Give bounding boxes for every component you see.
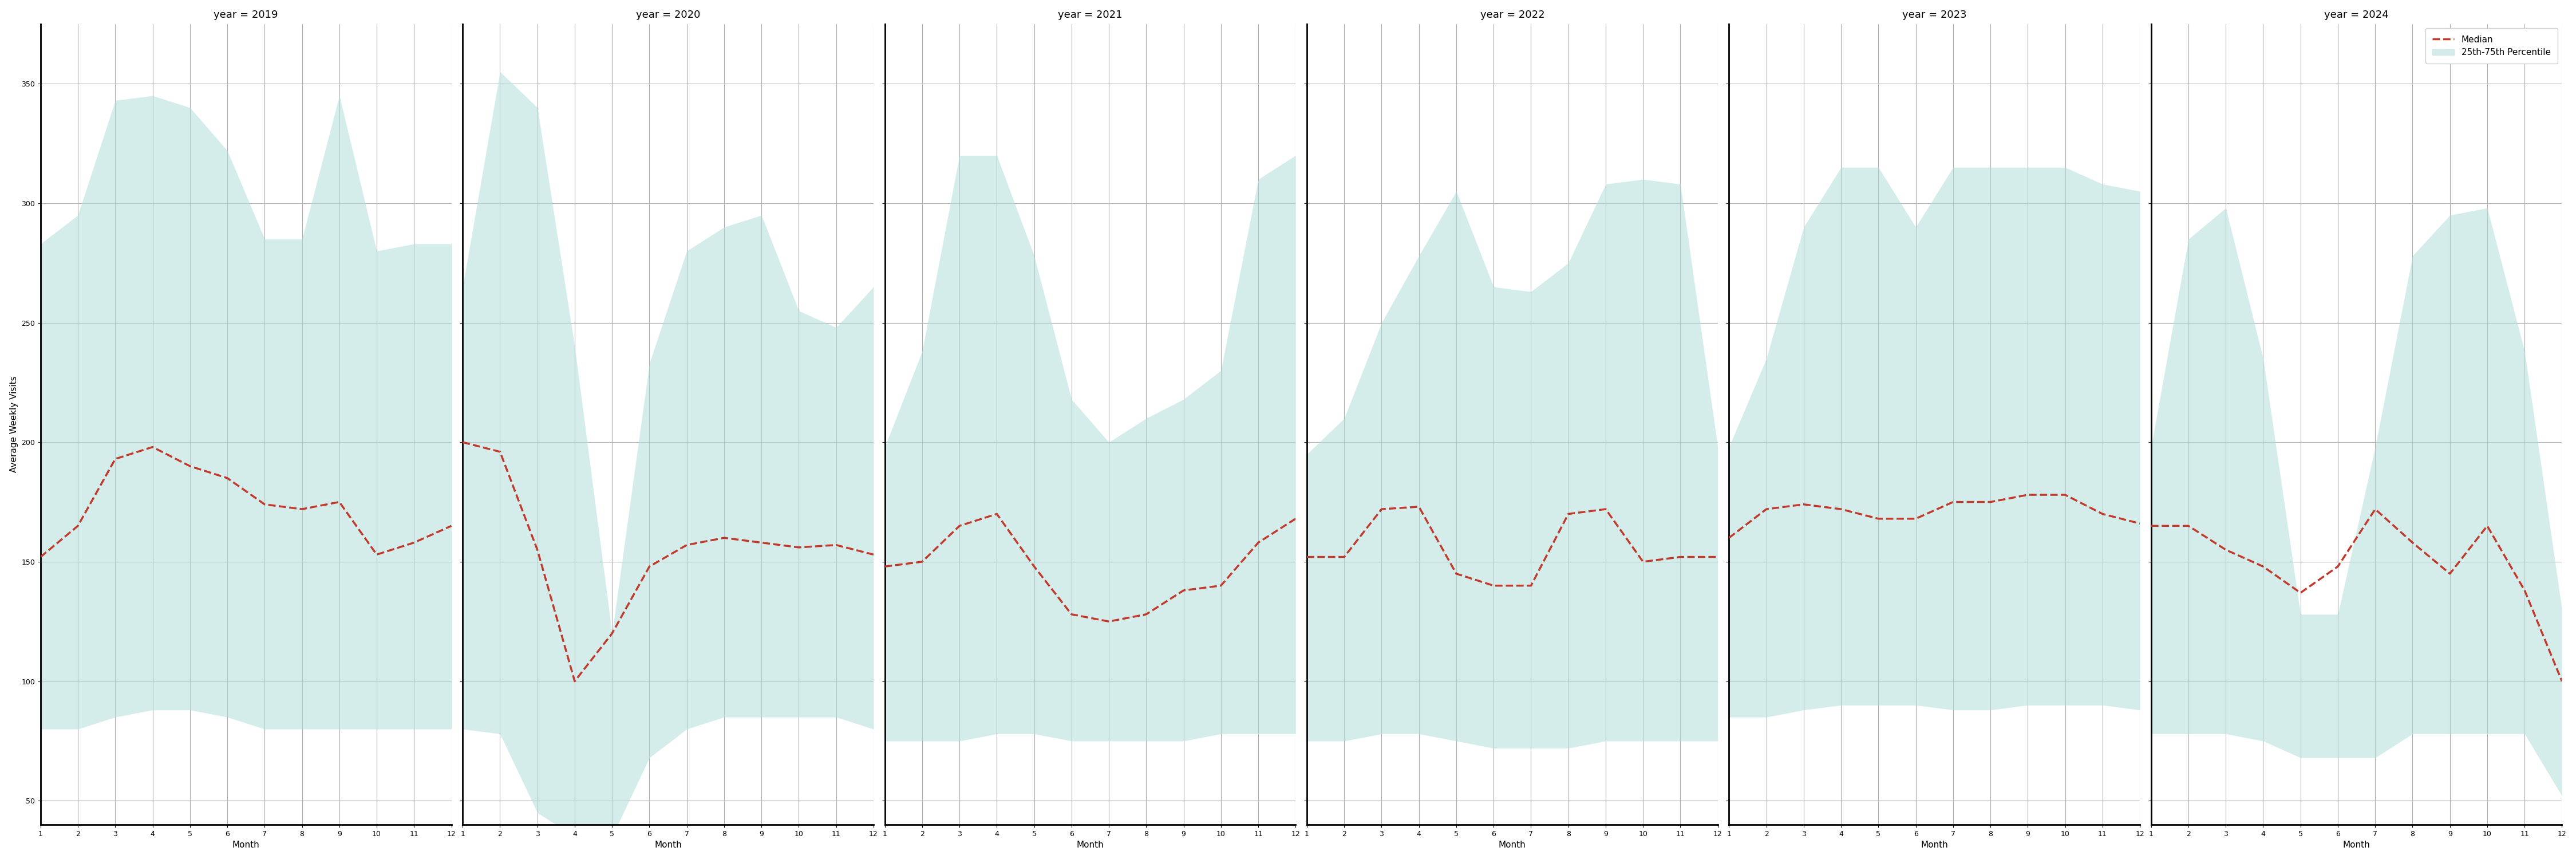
X-axis label: Month: Month (2342, 841, 2370, 850)
Title: year = 2024: year = 2024 (2324, 9, 2388, 20)
X-axis label: Month: Month (232, 841, 260, 850)
Title: year = 2021: year = 2021 (1059, 9, 1123, 20)
X-axis label: Month: Month (1077, 841, 1105, 850)
X-axis label: Month: Month (654, 841, 683, 850)
Title: year = 2022: year = 2022 (1481, 9, 1546, 20)
Title: year = 2019: year = 2019 (214, 9, 278, 20)
X-axis label: Month: Month (1922, 841, 1947, 850)
X-axis label: Month: Month (1499, 841, 1525, 850)
Title: year = 2023: year = 2023 (1901, 9, 1965, 20)
Title: year = 2020: year = 2020 (636, 9, 701, 20)
Legend: Median, 25th-75th Percentile: Median, 25th-75th Percentile (2427, 28, 2558, 64)
Y-axis label: Average Weekly Visits: Average Weekly Visits (10, 376, 18, 472)
